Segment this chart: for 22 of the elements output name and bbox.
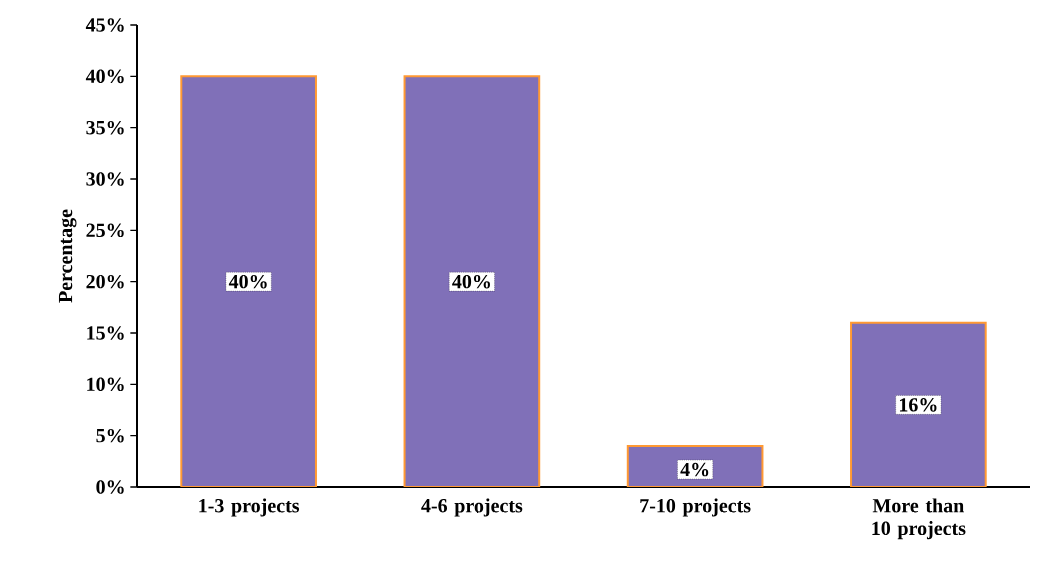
x-tick-label: 7-10 projects (640, 498, 751, 517)
y-tick-label: 15% (87, 326, 124, 340)
data-label: 40% (452, 274, 490, 289)
bar (850, 321, 987, 487)
data-label: 4% (680, 462, 709, 477)
y-tick-label: 20% (86, 274, 124, 289)
x-tick-label: More than 10 projects (872, 498, 966, 540)
x-tick-label: 1-3 projects (199, 498, 300, 517)
data-label: 16% (899, 398, 937, 412)
y-tick-label: 45% (85, 18, 124, 32)
bar (403, 75, 541, 487)
x-tick-label: 4-6 projects (421, 498, 523, 517)
y-tick-label: 30% (86, 172, 124, 186)
y-tick-label: 0% (96, 480, 124, 494)
bar (180, 75, 317, 487)
y-tick-label: 40% (85, 69, 124, 84)
data-label: 40% (228, 274, 267, 289)
y-tick-label: 10% (87, 377, 124, 392)
y-tick-label: 5% (96, 428, 124, 443)
y-tick-label: 25% (86, 223, 124, 238)
y-tick-label: 35% (86, 120, 124, 135)
y-axis-title: Percentage (58, 209, 77, 303)
